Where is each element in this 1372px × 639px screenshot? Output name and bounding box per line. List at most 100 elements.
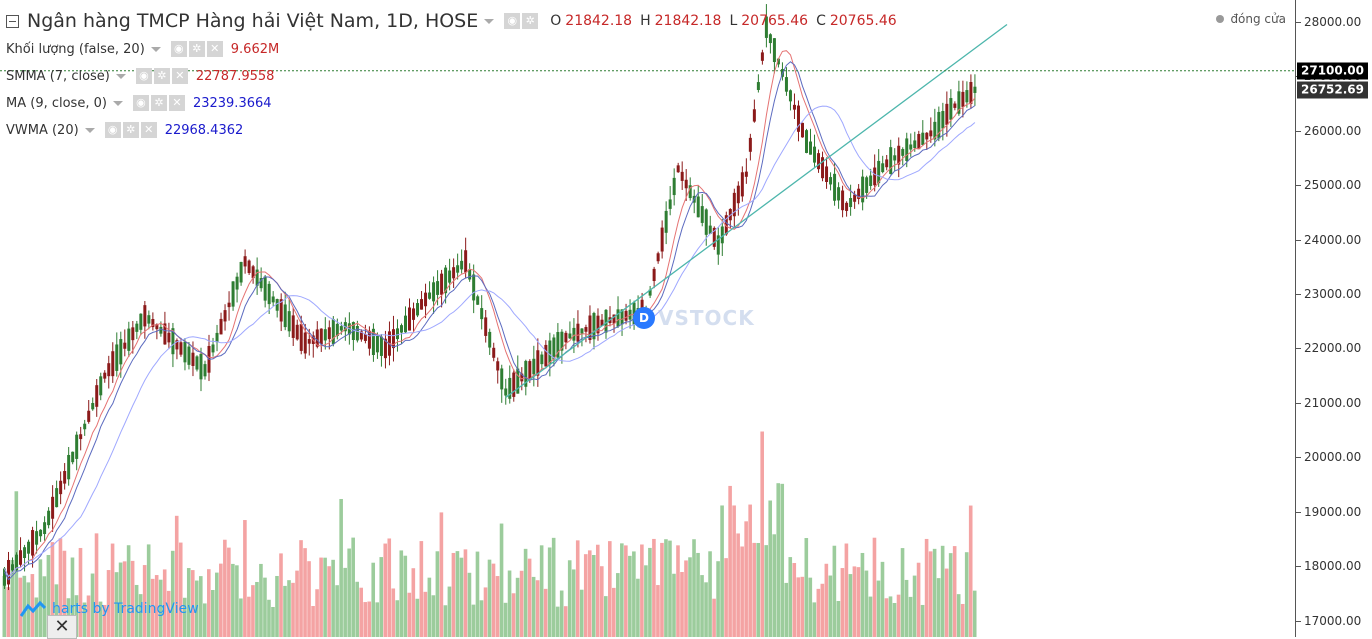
- volume-bar: [247, 596, 251, 637]
- close-icon[interactable]: ✕: [206, 41, 223, 57]
- candle-body: [656, 253, 660, 262]
- candle-body: [436, 281, 440, 295]
- volume-bar: [563, 606, 568, 637]
- volume-bar: [880, 561, 885, 637]
- candle-body: [841, 190, 845, 211]
- volume-bar: [283, 585, 287, 637]
- chevron-down-icon[interactable]: [150, 46, 161, 52]
- volume-bar: [90, 573, 95, 637]
- volume-bar: [367, 601, 372, 637]
- candle-body: [83, 423, 87, 430]
- chevron-down-icon[interactable]: [84, 127, 95, 133]
- volume-bar: [916, 562, 921, 637]
- chevron-down-icon[interactable]: [484, 18, 495, 24]
- candle-body: [303, 332, 307, 354]
- volume-bar: [599, 566, 604, 637]
- price-axis[interactable]: 28000.0027000.0026000.0025000.0024000.00…: [1295, 0, 1372, 637]
- volume-bar: [567, 560, 572, 637]
- candle-body: [412, 308, 416, 320]
- close-icon[interactable]: ✕: [168, 95, 185, 111]
- y-tick-label: 26000.00: [1295, 123, 1362, 138]
- candle-body: [307, 339, 311, 344]
- indicator-row[interactable]: MA (9, close, 0) ◉ ✲ ✕ 23239.3664: [6, 92, 272, 114]
- candle-body: [39, 529, 43, 537]
- gear-icon[interactable]: ✲: [522, 13, 539, 29]
- volume-bar: [708, 551, 712, 637]
- volume-bar: [407, 592, 412, 637]
- candle-body: [748, 137, 752, 152]
- volume-bar: [948, 553, 953, 637]
- candle-body: [957, 91, 961, 114]
- volume-bar: [740, 546, 744, 637]
- volume-bar: [207, 569, 211, 637]
- volume-bar: [30, 574, 35, 637]
- volume-bar: [772, 534, 777, 637]
- candle-body: [271, 296, 275, 303]
- candle-body: [235, 276, 239, 290]
- candle-body: [163, 323, 167, 345]
- tradingview-branding[interactable]: harts by TradingView: [20, 600, 199, 618]
- indicator-value: 9.662M: [230, 41, 280, 57]
- eye-icon[interactable]: ◉: [104, 122, 121, 138]
- candle-body: [612, 314, 616, 324]
- volume-bar: [816, 588, 821, 637]
- candle-body: [736, 185, 740, 204]
- price-chart[interactable]: [0, 0, 1295, 637]
- close-icon[interactable]: ✕: [140, 122, 157, 138]
- volume-bar: [616, 573, 620, 637]
- candle-body: [71, 451, 75, 463]
- gear-icon[interactable]: ✲: [188, 41, 205, 57]
- volume-bar: [680, 572, 684, 637]
- candle-body: [809, 141, 813, 155]
- candle-body: [716, 235, 720, 255]
- candle-body: [556, 332, 560, 358]
- eye-icon[interactable]: ◉: [135, 68, 152, 84]
- eye-icon[interactable]: ◉: [132, 95, 149, 111]
- volume-bar: [724, 558, 728, 637]
- chevron-down-icon[interactable]: [115, 73, 126, 79]
- eye-icon[interactable]: ◉: [170, 41, 187, 57]
- chevron-down-icon[interactable]: [112, 100, 123, 106]
- volume-bar: [78, 547, 83, 637]
- volume-bar: [371, 562, 376, 637]
- close-button[interactable]: ✕: [47, 615, 77, 639]
- volume-bar: [34, 597, 39, 637]
- candle-body: [893, 155, 897, 161]
- candle-body: [905, 138, 909, 161]
- candle-body: [424, 292, 428, 307]
- volume-bar: [728, 485, 732, 637]
- indicator-row[interactable]: Khối lượng (false, 20) ◉ ✲ ✕ 9.662M: [6, 38, 279, 60]
- volume-bar: [110, 543, 115, 637]
- candle-body: [881, 163, 885, 173]
- indicator-row[interactable]: SMMA (7, close) ◉ ✲ ✕ 22787.9558: [6, 65, 274, 87]
- candle-body: [768, 34, 772, 44]
- collapse-icon[interactable]: [6, 14, 19, 28]
- volume-bar: [295, 570, 299, 637]
- volume-bar: [194, 580, 199, 637]
- gear-icon[interactable]: ✲: [122, 122, 139, 138]
- candle-body: [564, 332, 568, 343]
- trendline[interactable]: [505, 23, 1008, 398]
- candle-body: [247, 260, 251, 273]
- close-icon[interactable]: ✕: [171, 68, 188, 84]
- candle-body: [371, 328, 375, 355]
- volume-bar: [608, 541, 612, 637]
- volume-bar: [483, 587, 488, 637]
- volume-bar: [852, 566, 857, 637]
- indicator-label: Khối lượng (false, 20): [6, 41, 145, 57]
- candle-body: [688, 185, 692, 199]
- eye-icon[interactable]: ◉: [504, 13, 521, 29]
- volume-bar: [936, 578, 941, 637]
- gear-icon[interactable]: ✲: [150, 95, 167, 111]
- candle-body: [35, 531, 39, 545]
- ma-line: [4, 61, 976, 581]
- gear-icon[interactable]: ✲: [153, 68, 170, 84]
- candle-body: [59, 480, 63, 495]
- legend-close-label: đóng cửa: [1230, 12, 1286, 26]
- candle-body: [199, 353, 203, 380]
- volume-bar: [239, 598, 243, 637]
- indicator-row[interactable]: VWMA (20) ◉ ✲ ✕ 22968.4362: [6, 119, 243, 141]
- volume-bar: [379, 557, 384, 637]
- volume-bar: [800, 576, 805, 637]
- candle-body: [965, 90, 969, 103]
